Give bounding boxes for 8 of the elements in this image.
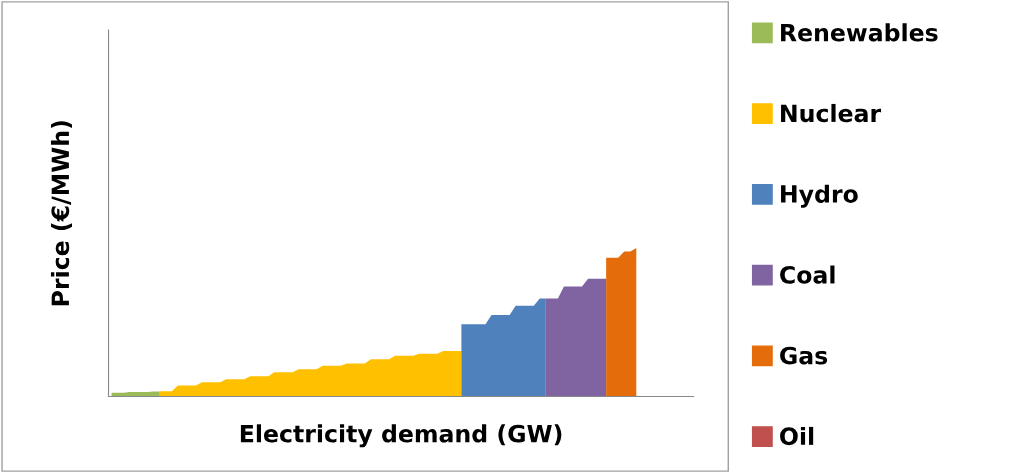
legend-label: Renewables — [781, 23, 938, 42]
x-axis-title: Electricity demand (GW) — [240, 424, 562, 448]
legend-label: Coal — [780, 265, 835, 284]
legend-label: Hydro — [781, 184, 858, 208]
legend-label: Gas — [780, 346, 828, 365]
y-axis-title: Price (€/MWh) — [50, 121, 73, 306]
legend-label: Nuclear — [781, 103, 882, 123]
legend-label: Oil — [780, 426, 814, 446]
